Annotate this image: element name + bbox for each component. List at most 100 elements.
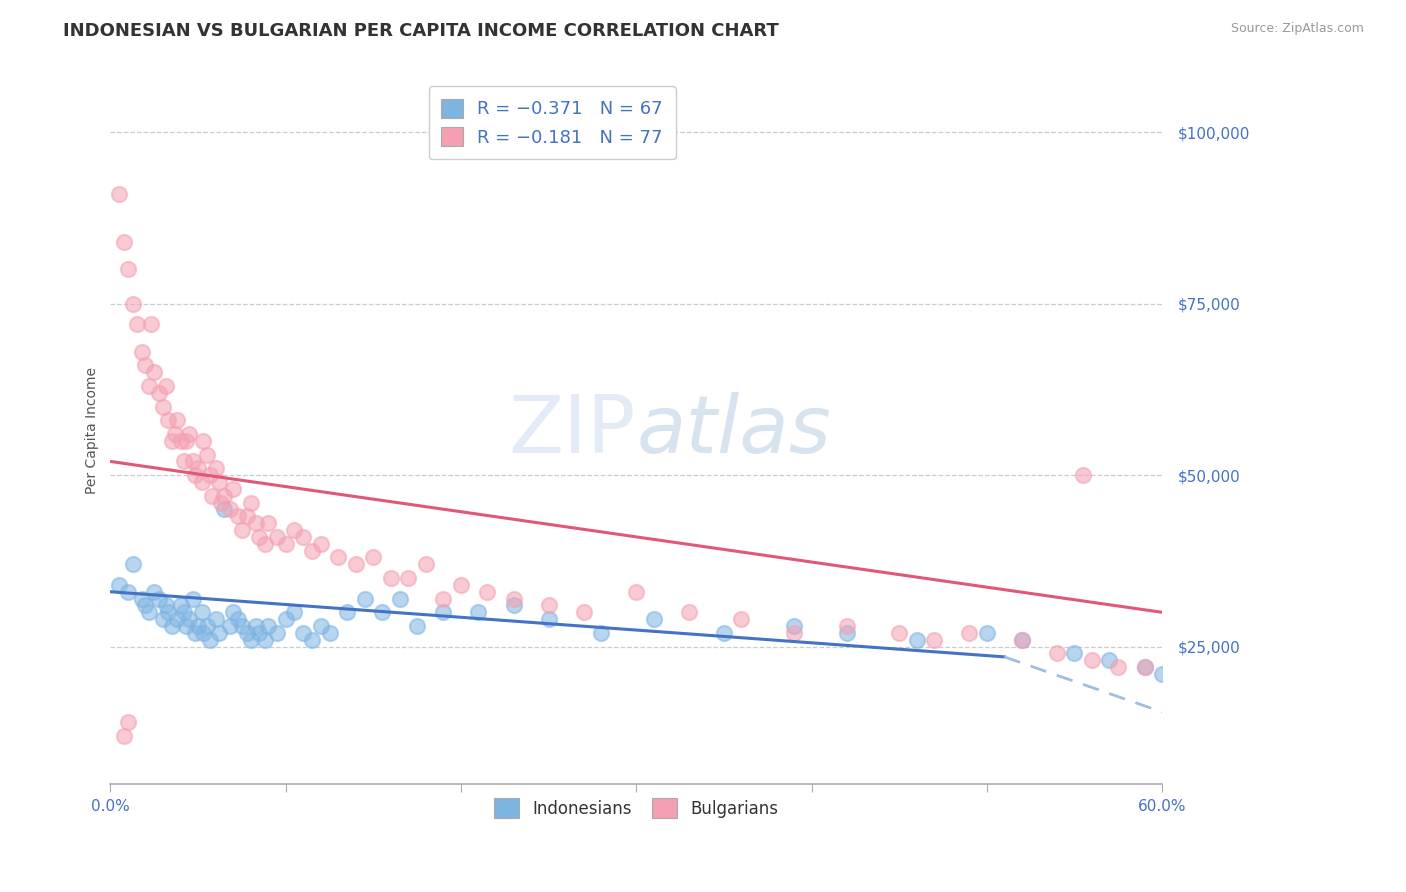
Point bbox=[231, 619, 253, 633]
Point bbox=[114, 235, 136, 249]
Point bbox=[1046, 647, 1069, 661]
Y-axis label: Per Capita Income: Per Capita Income bbox=[86, 368, 100, 494]
Point bbox=[257, 516, 280, 531]
Point bbox=[183, 468, 205, 483]
Point bbox=[450, 578, 472, 592]
Point bbox=[195, 619, 218, 633]
Point bbox=[415, 558, 437, 572]
Point bbox=[125, 318, 148, 332]
Point bbox=[889, 626, 911, 640]
Point bbox=[432, 591, 454, 606]
Point bbox=[406, 619, 429, 633]
Point bbox=[835, 619, 858, 633]
Point bbox=[274, 612, 297, 626]
Point bbox=[117, 714, 139, 729]
Point bbox=[181, 591, 204, 606]
Point bbox=[236, 626, 259, 640]
Point bbox=[363, 550, 385, 565]
Point bbox=[169, 434, 191, 448]
Point bbox=[1098, 653, 1121, 667]
Point bbox=[292, 626, 315, 640]
Point bbox=[117, 584, 139, 599]
Point bbox=[1195, 681, 1218, 695]
Point bbox=[173, 454, 195, 468]
Point bbox=[222, 605, 245, 619]
Point bbox=[388, 591, 411, 606]
Point bbox=[228, 509, 250, 524]
Point bbox=[783, 619, 806, 633]
Point bbox=[228, 612, 250, 626]
Point bbox=[131, 344, 153, 359]
Point bbox=[114, 729, 136, 743]
Point bbox=[336, 605, 359, 619]
Point bbox=[139, 318, 162, 332]
Point bbox=[976, 626, 998, 640]
Point bbox=[195, 448, 218, 462]
Point bbox=[328, 550, 350, 565]
Point bbox=[239, 495, 262, 509]
Point bbox=[274, 537, 297, 551]
Point bbox=[157, 605, 180, 619]
Point bbox=[222, 482, 245, 496]
Point bbox=[257, 619, 280, 633]
Point bbox=[218, 502, 240, 516]
Point bbox=[208, 626, 231, 640]
Point bbox=[134, 359, 156, 373]
Point bbox=[247, 530, 270, 544]
Point bbox=[134, 599, 156, 613]
Point bbox=[253, 537, 276, 551]
Point bbox=[179, 427, 201, 442]
Point bbox=[1063, 647, 1085, 661]
Legend: Indonesians, Bulgarians: Indonesians, Bulgarians bbox=[488, 791, 785, 825]
Point bbox=[1071, 468, 1094, 483]
Point bbox=[117, 262, 139, 277]
Point bbox=[204, 461, 226, 475]
Point bbox=[380, 571, 402, 585]
Point bbox=[201, 489, 224, 503]
Point bbox=[193, 434, 215, 448]
Point bbox=[247, 626, 270, 640]
Point bbox=[155, 379, 177, 393]
Point bbox=[173, 605, 195, 619]
Point bbox=[143, 584, 166, 599]
Text: atlas: atlas bbox=[637, 392, 831, 469]
Point bbox=[1107, 660, 1129, 674]
Point bbox=[187, 461, 209, 475]
Point bbox=[432, 605, 454, 619]
Point bbox=[157, 413, 180, 427]
Point bbox=[174, 434, 197, 448]
Point bbox=[283, 523, 305, 537]
Point bbox=[148, 591, 170, 606]
Point bbox=[957, 626, 980, 640]
Point bbox=[344, 558, 367, 572]
Point bbox=[108, 187, 131, 202]
Point bbox=[283, 605, 305, 619]
Point bbox=[131, 591, 153, 606]
Point bbox=[730, 612, 752, 626]
Point bbox=[301, 632, 323, 647]
Point bbox=[572, 605, 595, 619]
Point bbox=[713, 626, 735, 640]
Point bbox=[783, 626, 806, 640]
Point bbox=[467, 605, 489, 619]
Point bbox=[502, 599, 524, 613]
Point bbox=[138, 605, 160, 619]
Text: INDONESIAN VS BULGARIAN PER CAPITA INCOME CORRELATION CHART: INDONESIAN VS BULGARIAN PER CAPITA INCOM… bbox=[63, 22, 779, 40]
Point bbox=[204, 612, 226, 626]
Point bbox=[152, 400, 174, 414]
Point bbox=[371, 605, 394, 619]
Point bbox=[309, 537, 332, 551]
Point bbox=[169, 599, 191, 613]
Point bbox=[165, 427, 187, 442]
Point bbox=[1011, 632, 1033, 647]
Point bbox=[209, 495, 232, 509]
Point bbox=[591, 626, 613, 640]
Point bbox=[193, 626, 215, 640]
Text: Source: ZipAtlas.com: Source: ZipAtlas.com bbox=[1230, 22, 1364, 36]
Point bbox=[181, 454, 204, 468]
Text: ZIP: ZIP bbox=[509, 392, 637, 469]
Point bbox=[183, 626, 205, 640]
Point bbox=[477, 584, 499, 599]
Point bbox=[1150, 667, 1173, 681]
Point bbox=[396, 571, 419, 585]
